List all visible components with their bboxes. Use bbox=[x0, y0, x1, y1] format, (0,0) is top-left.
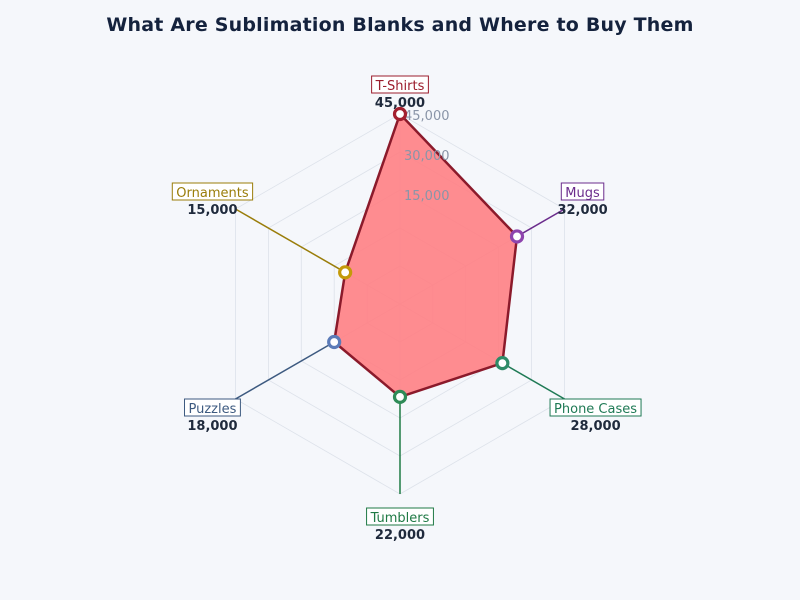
category-label-group: T-Shirts 45,000 bbox=[371, 75, 429, 111]
category-label: T-Shirts bbox=[375, 79, 425, 94]
category-label-group: Ornaments 15,000 bbox=[171, 182, 254, 218]
ring-label: 45,000 bbox=[404, 109, 450, 124]
category-label-group: Phone Cases 28,000 bbox=[549, 398, 642, 434]
leader-lines bbox=[235, 208, 565, 494]
category-label-box bbox=[371, 75, 429, 94]
data-point bbox=[392, 106, 408, 122]
category-label-box bbox=[171, 182, 254, 201]
data-point bbox=[338, 265, 353, 280]
category-labels: T-Shirts 45,000 Mugs 32,000 Phone Cases 28,00… bbox=[171, 75, 642, 543]
leader-line bbox=[235, 341, 335, 400]
category-label-group: Tumblers 22,000 bbox=[366, 507, 434, 543]
category-label: Phone Cases bbox=[554, 402, 637, 417]
value-label: 28,000 bbox=[570, 419, 620, 434]
category-label-box bbox=[549, 398, 642, 417]
value-label: 22,000 bbox=[375, 528, 425, 543]
data-markers bbox=[327, 106, 525, 404]
ring-label: 15,000 bbox=[404, 189, 450, 204]
value-label: 32,000 bbox=[557, 203, 607, 218]
data-point bbox=[327, 334, 342, 350]
category-label-group: Mugs 32,000 bbox=[557, 182, 608, 218]
ring-label: 30,000 bbox=[404, 149, 450, 164]
leader-line bbox=[516, 208, 565, 238]
data-point bbox=[509, 229, 525, 244]
ring-labels: 15,000 30,000 45,000 bbox=[404, 109, 450, 204]
category-label-box bbox=[560, 182, 605, 201]
category-label: Ornaments bbox=[176, 186, 249, 201]
leader-line bbox=[502, 362, 565, 400]
category-label: Puzzles bbox=[189, 402, 237, 417]
value-label: 15,000 bbox=[187, 203, 237, 218]
category-label: Mugs bbox=[565, 186, 600, 201]
leader-line bbox=[235, 208, 346, 273]
category-label-box bbox=[366, 507, 434, 526]
chart-title: What Are Sublimation Blanks and Where to… bbox=[106, 14, 694, 36]
category-label: Tumblers bbox=[370, 511, 430, 526]
category-label-group: Puzzles 18,000 bbox=[184, 398, 241, 434]
data-point bbox=[495, 356, 510, 371]
category-label-box bbox=[184, 398, 241, 417]
value-label: 18,000 bbox=[187, 419, 237, 434]
data-point bbox=[392, 389, 408, 404]
value-label: 45,000 bbox=[375, 96, 425, 111]
